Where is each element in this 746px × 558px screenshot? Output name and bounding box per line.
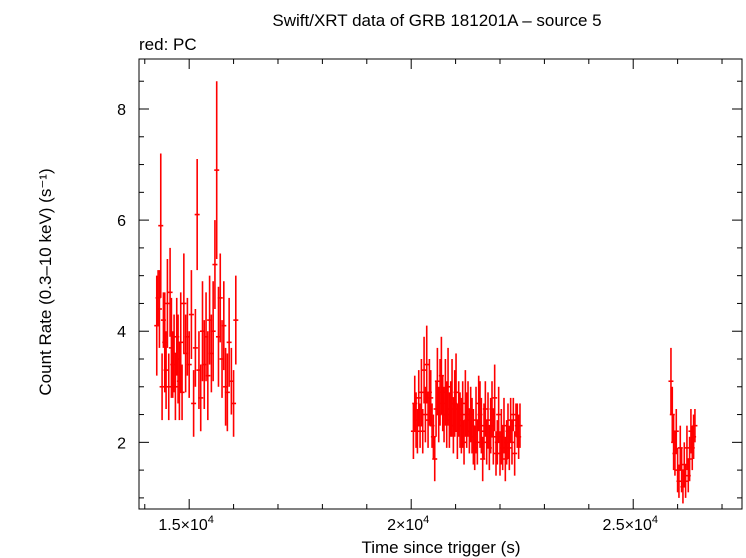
- data-point: [163, 331, 169, 409]
- data-point: [424, 325, 430, 404]
- data-point: [684, 425, 690, 471]
- plot-frame: [138, 58, 743, 510]
- data-point: [692, 409, 698, 443]
- data-point: [432, 436, 438, 482]
- axis-tick-labels: 1.5×104 2×104 2.5×104 2 4 6 8: [117, 102, 658, 534]
- data-point: [506, 425, 512, 471]
- data-point: [496, 386, 502, 443]
- data-point: [420, 409, 426, 454]
- data-point: [166, 353, 172, 421]
- data-point: [231, 370, 237, 437]
- data-point: [478, 397, 484, 454]
- y-tick-label: 2: [117, 435, 126, 452]
- data-point: [418, 359, 424, 426]
- data-point: [421, 336, 427, 404]
- data-point: [164, 259, 170, 348]
- data-point: [512, 431, 518, 476]
- data-point: [179, 364, 185, 421]
- data-point: [422, 386, 428, 443]
- data-point: [668, 347, 674, 415]
- data-point: [676, 464, 682, 498]
- x-tick-label-exponent: 4: [208, 514, 214, 526]
- y-tick-label: 4: [117, 324, 126, 341]
- data-point: [156, 270, 162, 348]
- data-point: [172, 353, 178, 421]
- x-tick-label-exponent: 4: [423, 514, 429, 526]
- data-point: [509, 420, 515, 465]
- data-point: [205, 331, 211, 421]
- data-point: [414, 409, 420, 454]
- data-point: [158, 153, 164, 298]
- data-point: [181, 253, 187, 354]
- data-point: [233, 275, 239, 365]
- data-point: [461, 420, 467, 465]
- y-tick-label: 8: [117, 102, 126, 119]
- data-point: [492, 364, 498, 432]
- data-point: [453, 353, 459, 432]
- chart-title: Swift/XRT data of GRB 181201A – source 5: [272, 11, 601, 30]
- x-tick-label-exponent: 4: [652, 514, 658, 526]
- data-point: [434, 347, 440, 415]
- data-point: [224, 353, 230, 432]
- data-point: [490, 409, 496, 465]
- data-point: [214, 81, 220, 259]
- data-point: [194, 159, 200, 271]
- x-tick-label: 2.5×104: [602, 514, 658, 534]
- data-point: [673, 409, 679, 454]
- data-point: [460, 381, 466, 448]
- data-point: [212, 220, 218, 309]
- data-point: [510, 397, 516, 432]
- data-point: [485, 392, 491, 448]
- data-point: [482, 381, 488, 437]
- data-point: [167, 247, 173, 337]
- axis-ticks: [139, 59, 742, 509]
- data-point: [221, 281, 227, 371]
- data-point: [428, 370, 434, 426]
- data-point: [186, 331, 192, 398]
- y-tick-label: 6: [117, 213, 126, 230]
- data-point: [687, 436, 693, 482]
- data-point: [192, 309, 198, 387]
- data-point: [210, 281, 216, 382]
- data-point: [226, 297, 232, 387]
- x-tick-label: 2×104: [387, 514, 429, 534]
- data-point: [517, 403, 523, 448]
- x-tick-label: 1.5×104: [158, 514, 214, 534]
- data-point: [159, 353, 165, 421]
- data-point: [178, 292, 184, 393]
- data-point: [416, 370, 422, 426]
- data-point: [188, 270, 194, 359]
- data-points: [154, 81, 698, 504]
- data-point: [191, 370, 197, 437]
- data-point: [474, 420, 480, 465]
- x-axis-label: Time since trigger (s): [361, 538, 520, 557]
- data-point: [501, 397, 507, 454]
- data-point: [198, 364, 204, 432]
- y-axis-label: Count Rate (0.3–10 keV) (s⁻¹): [36, 168, 55, 395]
- chart-subtitle: red: PC: [139, 35, 197, 54]
- data-point: [217, 253, 223, 343]
- data-point: [683, 464, 689, 498]
- data-point: [445, 347, 451, 426]
